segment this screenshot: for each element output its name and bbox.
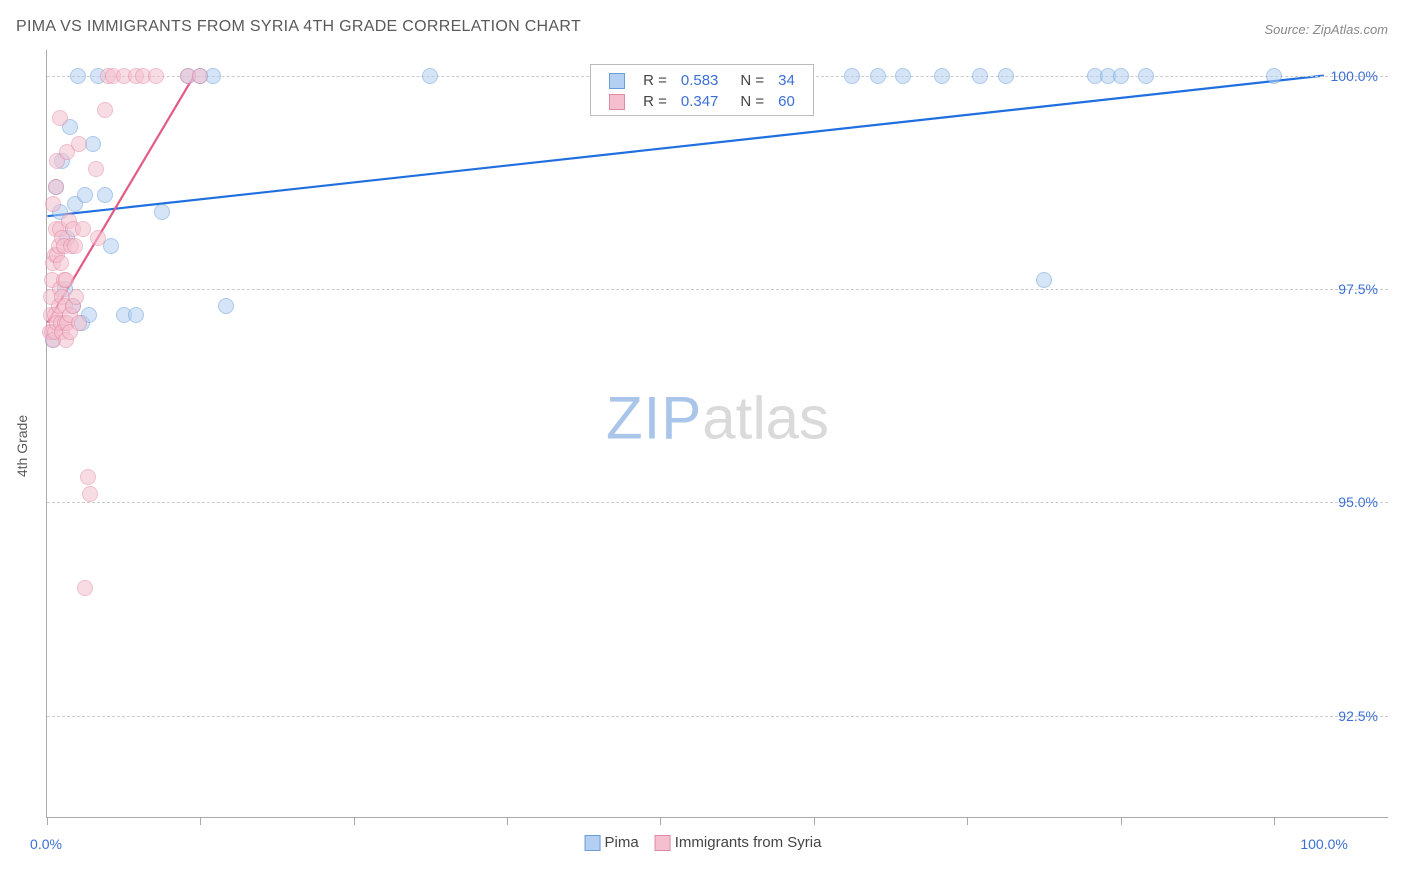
chart-title: PIMA VS IMMIGRANTS FROM SYRIA 4TH GRADE … <box>16 18 581 36</box>
ytick-label: 92.5% <box>1338 708 1378 724</box>
stats-legend: R =0.583N =34R =0.347N =60 <box>590 64 814 116</box>
data-point <box>77 580 93 596</box>
data-point <box>75 221 91 237</box>
plot-area: ZIPatlas 100.0%97.5%95.0%92.5%R =0.583N … <box>46 50 1388 818</box>
data-point <box>97 102 113 118</box>
ytick-label: 97.5% <box>1338 281 1378 297</box>
data-point <box>53 255 69 271</box>
data-point <box>192 68 208 84</box>
ytick-label: 95.0% <box>1338 494 1378 510</box>
data-point <box>1113 68 1129 84</box>
data-point <box>52 110 68 126</box>
data-point <box>128 307 144 323</box>
data-point <box>934 68 950 84</box>
data-point <box>844 68 860 84</box>
xtick <box>507 817 508 825</box>
stats-table: R =0.583N =34R =0.347N =60 <box>601 69 803 113</box>
data-point <box>85 136 101 152</box>
xtick <box>967 817 968 825</box>
data-point <box>972 68 988 84</box>
data-point <box>97 187 113 203</box>
xtick <box>814 817 815 825</box>
data-point <box>82 486 98 502</box>
legend-item: Immigrants from Syria <box>655 834 822 851</box>
data-point <box>870 68 886 84</box>
data-point <box>1138 68 1154 84</box>
xtick <box>660 817 661 825</box>
ytick-label: 100.0% <box>1331 68 1378 84</box>
legend-swatch <box>655 835 671 851</box>
data-point <box>71 136 87 152</box>
data-point <box>71 315 87 331</box>
data-point <box>48 179 64 195</box>
chart-container: PIMA VS IMMIGRANTS FROM SYRIA 4TH GRADE … <box>0 0 1406 892</box>
data-point <box>154 204 170 220</box>
data-point <box>58 272 74 288</box>
xtick <box>47 817 48 825</box>
xtick-label-left: 0.0% <box>30 836 62 852</box>
y-axis-label: 4th Grade <box>14 415 30 477</box>
xtick <box>1121 817 1122 825</box>
legend-label: Pima <box>605 834 639 851</box>
data-point <box>998 68 1014 84</box>
data-point <box>88 161 104 177</box>
data-point <box>1266 68 1282 84</box>
legend-swatch <box>609 73 625 89</box>
data-point <box>45 196 61 212</box>
gridline <box>47 716 1388 717</box>
xtick <box>354 817 355 825</box>
data-point <box>80 469 96 485</box>
xtick <box>1274 817 1275 825</box>
data-point <box>68 289 84 305</box>
data-point <box>70 68 86 84</box>
legend-swatch <box>585 835 601 851</box>
legend-item: Pima <box>585 834 639 851</box>
gridline <box>47 502 1388 503</box>
data-point <box>422 68 438 84</box>
data-point <box>148 68 164 84</box>
source-label: Source: ZipAtlas.com <box>1264 22 1388 37</box>
xtick <box>200 817 201 825</box>
regression-lines <box>47 50 1388 817</box>
data-point <box>90 230 106 246</box>
data-point <box>77 187 93 203</box>
series-legend: Pima Immigrants from Syria <box>577 834 830 851</box>
data-point <box>67 238 83 254</box>
data-point <box>1036 272 1052 288</box>
legend-label: Immigrants from Syria <box>675 834 822 851</box>
data-point <box>218 298 234 314</box>
legend-swatch <box>609 94 625 110</box>
data-point <box>895 68 911 84</box>
xtick-label-right: 100.0% <box>1300 836 1347 852</box>
gridline <box>47 289 1388 290</box>
